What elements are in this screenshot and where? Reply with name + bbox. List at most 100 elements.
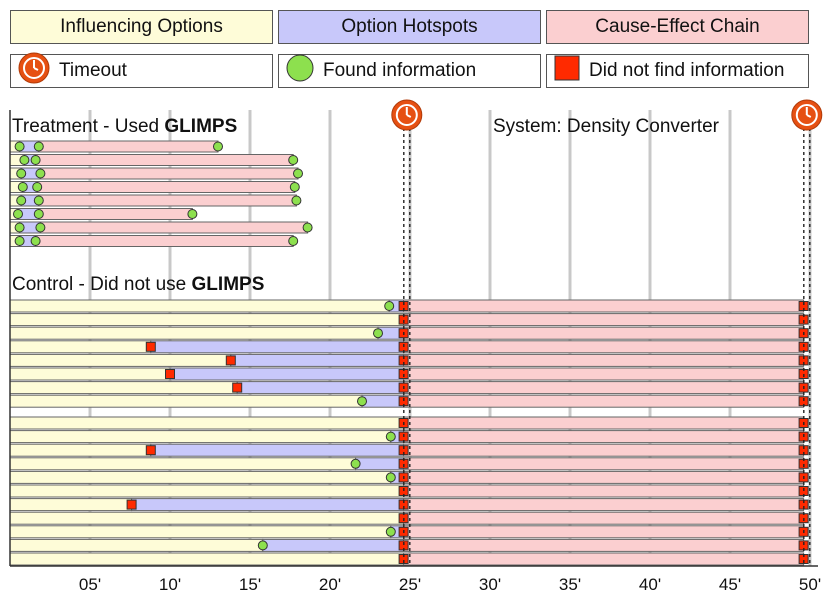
found-marker [13, 209, 23, 219]
found-marker [385, 431, 396, 442]
not-found-marker [225, 355, 236, 366]
x-tick-label: 30' [479, 575, 501, 594]
found-marker [33, 141, 44, 152]
not-found-marker [145, 341, 156, 352]
x-tick-label: 40' [639, 575, 661, 594]
not-found-marker [145, 445, 156, 456]
legend-influencing-options-label: Influencing Options [60, 16, 223, 37]
found-marker [291, 195, 302, 206]
cause-effect-bar [403, 484, 805, 498]
influencing-options-bar [9, 367, 171, 381]
control-label-bold: GLIMPS [192, 274, 265, 295]
legend-timeout: Timeout [10, 52, 273, 88]
cause-effect-bar [403, 367, 805, 381]
option-hotspots-bar [361, 394, 405, 408]
found-marker [288, 236, 299, 246]
chart-title: System: Density Converter [493, 116, 720, 137]
red-square-icon [553, 54, 581, 88]
option-hotspots-bar [236, 381, 405, 395]
found-marker [35, 168, 46, 179]
not-found-marker [165, 369, 175, 379]
influencing-options-bar [9, 416, 405, 430]
found-marker [288, 155, 299, 165]
cause-effect-bar [403, 538, 805, 552]
legend-found-information-label: Found information [323, 60, 477, 81]
found-marker [384, 301, 395, 311]
control-label-prefix: Control - Did not use [12, 274, 192, 295]
legend-did-not-find-information: Did not find information [546, 54, 809, 88]
influencing-options-bar [9, 394, 363, 408]
cause-effect-bar [403, 340, 805, 354]
option-hotspots-bar [150, 443, 405, 457]
found-marker [373, 328, 383, 339]
cause-effect-bar [38, 194, 297, 207]
influencing-options-bar [9, 299, 390, 313]
cause-effect-bar [403, 326, 805, 340]
influencing-options-bar [9, 443, 152, 457]
found-marker [302, 222, 313, 233]
x-tick-label: 10' [159, 575, 181, 594]
x-tick-label: 05' [79, 575, 101, 594]
x-tick-label: 15' [239, 575, 261, 594]
found-marker [14, 141, 25, 152]
legend-did-not-find-information-label: Did not find information [589, 60, 785, 81]
control-label: Control - Did not use GLIMPS [12, 274, 264, 295]
influencing-options-bar [9, 538, 264, 552]
found-marker [293, 168, 303, 179]
cause-effect-bar [39, 221, 309, 234]
cause-effect-bar [38, 208, 193, 220]
x-tick-label: 50' [799, 575, 821, 594]
found-marker [257, 540, 268, 551]
influencing-options-bar [9, 525, 392, 539]
x-tick-label: 20' [319, 575, 341, 594]
cause-effect-bar [35, 154, 294, 166]
legend-cause-effect-chain: Cause-Effect Chain [546, 10, 809, 44]
option-hotspots-bar [131, 498, 405, 512]
found-marker [19, 155, 30, 165]
found-marker [289, 182, 300, 192]
option-hotspots-bar [355, 457, 405, 471]
influencing-options-bar [9, 430, 392, 444]
clock-hand [406, 114, 412, 118]
clock-hand [806, 114, 812, 118]
influencing-options-bar [9, 326, 379, 340]
not-found-marker [232, 382, 243, 393]
found-marker [32, 182, 43, 192]
legend-option-hotspots: Option Hotspots [278, 10, 541, 44]
cause-effect-bar [38, 140, 219, 153]
treatment-label-bold: GLIMPS [164, 116, 237, 137]
cause-effect-bar [36, 181, 296, 193]
legend-timeout-label: Timeout [59, 60, 127, 81]
influencing-options-bar [9, 470, 392, 484]
found-marker [385, 526, 396, 537]
influencing-options-bar [9, 353, 232, 367]
not-found-marker [126, 499, 137, 510]
cause-effect-bar [403, 525, 805, 539]
influencing-options-bar [9, 340, 152, 354]
found-marker [14, 222, 25, 233]
found-marker [30, 155, 41, 165]
cause-effect-bar [403, 394, 805, 408]
legend-found-information: Found information [278, 54, 541, 88]
x-tick-label: 35' [559, 575, 581, 594]
influencing-options-bar [9, 498, 133, 512]
legend-option-hotspots-label: Option Hotspots [341, 16, 478, 37]
influencing-options-bar [9, 552, 405, 566]
found-marker [14, 236, 25, 246]
found-marker [30, 236, 41, 246]
found-marker [357, 396, 367, 407]
found-marker [16, 195, 27, 206]
green-circle-icon [285, 53, 315, 89]
found-marker [33, 209, 44, 219]
cause-effect-bar [403, 470, 805, 484]
cause-effect-bar [403, 457, 805, 471]
option-hotspots-bar [169, 367, 405, 381]
legend-influencing-options: Influencing Options [10, 10, 273, 44]
found-marker [33, 195, 44, 206]
legend-cause-effect-chain-label: Cause-Effect Chain [595, 16, 760, 37]
found-marker [187, 209, 198, 219]
x-tick-label: 45' [719, 575, 741, 594]
treatment-label: Treatment - Used GLIMPS [12, 116, 237, 137]
